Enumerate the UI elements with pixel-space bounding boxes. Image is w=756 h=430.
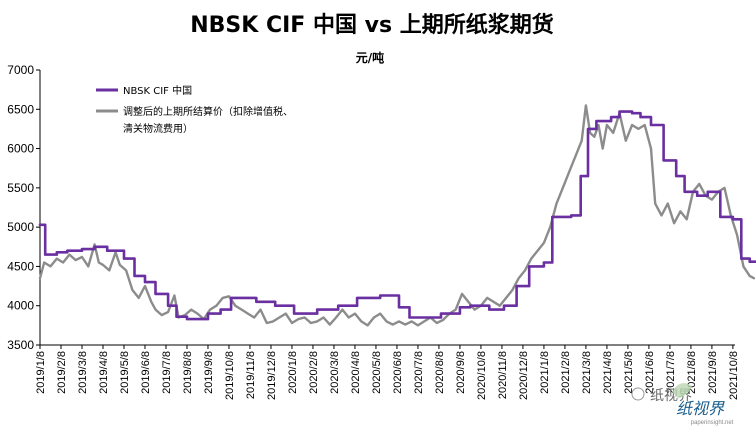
x-tick-label: 2020/9/8 [455,351,467,394]
x-tick-label: 2021/8/8 [686,351,698,394]
series-layer [38,104,756,327]
watermark: 纸视界 纸视界 paperinsight.net [631,383,734,426]
x-tick-label: 2019/5/8 [119,351,131,394]
x-tick-label: 2019/8/8 [182,351,194,394]
x-tick-label: 2020/3/8 [329,351,341,394]
x-tick-label: 2019/10/8 [224,351,236,400]
legend-label-shfe-cont: 清关物流费用） [123,122,193,135]
x-tick-label: 2020/2/8 [308,351,320,394]
x-tick-label: 2019/4/8 [98,351,110,394]
x-tick-label: 2021/1/8 [539,351,551,394]
x-tick-label: 2021/9/8 [707,351,719,394]
paperinsight-logo-text: 纸视界 [676,399,725,418]
x-tick-label: 2019/1/8 [35,351,47,394]
paperinsight-url: paperinsight.net [691,420,734,426]
x-tick-label: 2021/3/8 [581,351,593,394]
y-tick-label: 5500 [7,181,34,195]
y-tick-label: 6500 [7,102,34,116]
x-tick-label: 2021/7/8 [665,351,677,394]
axes-layer [36,69,735,349]
paperinsight-logo-icon [672,383,692,398]
y-tick-label: 7000 [7,63,34,77]
x-tick-label: 2019/6/8 [140,351,152,394]
x-tick-label: 2021/2/8 [560,351,572,394]
x-tick-label: 2020/11/8 [497,351,509,399]
y-tick-labels: 3500 4000 4500 5000 5500 6000 6500 7000 [7,63,34,352]
x-tick-label: 2021/6/8 [644,351,656,394]
y-tick-label: 5000 [7,220,34,234]
series-line-shfe [38,104,756,327]
x-tick-labels: 2019/1/8 2019/2/8 2019/3/8 2019/4/8 2019/5/8… [35,351,740,400]
y-tick-label: 4000 [7,299,34,313]
wechat-logo-icon [631,387,645,401]
x-tick-label: 2019/2/8 [56,351,68,394]
x-tick-label: 2019/3/8 [77,351,89,394]
x-tick-label: 2019/12/8 [266,351,278,400]
x-tick-label: 2019/7/8 [161,351,173,394]
x-tick-label: 2021/10/8 [728,351,740,400]
x-tick-label: 2020/4/8 [350,351,362,394]
chart-unit-label: 元/吨 [356,50,384,65]
x-tick-label: 2020/6/8 [392,351,404,394]
x-tick-label: 2020/7/8 [413,351,425,394]
x-tick-label: 2020/8/8 [434,351,446,394]
y-tick-label: 6000 [7,142,34,156]
x-tick-label: 2019/9/8 [203,351,215,394]
series-line-nbsk [38,110,756,321]
x-tick-label: 2021/4/8 [602,351,614,394]
x-tick-label: 2020/1/8 [287,351,299,394]
x-tick-label: 2020/5/8 [371,351,383,394]
y-tick-label: 3500 [7,338,34,352]
x-tick-label: 2020/10/8 [476,351,488,400]
x-tick-label: 2019/11/8 [245,351,257,399]
x-tick-label: 2021/5/8 [623,351,635,394]
y-tick-label: 4500 [7,259,34,273]
legend: NBSK CIF 中国 调整后的上期所结算价（扣除增值税、 清关物流费用） [96,84,293,135]
chart-title: NBSK CIF 中国 vs 上期所纸浆期货 [190,12,554,38]
legend-label-nbsk: NBSK CIF 中国 [123,84,192,97]
x-tick-label: 2020/12/8 [518,351,530,400]
legend-label-shfe: 调整后的上期所结算价（扣除增值税、 [123,105,293,118]
